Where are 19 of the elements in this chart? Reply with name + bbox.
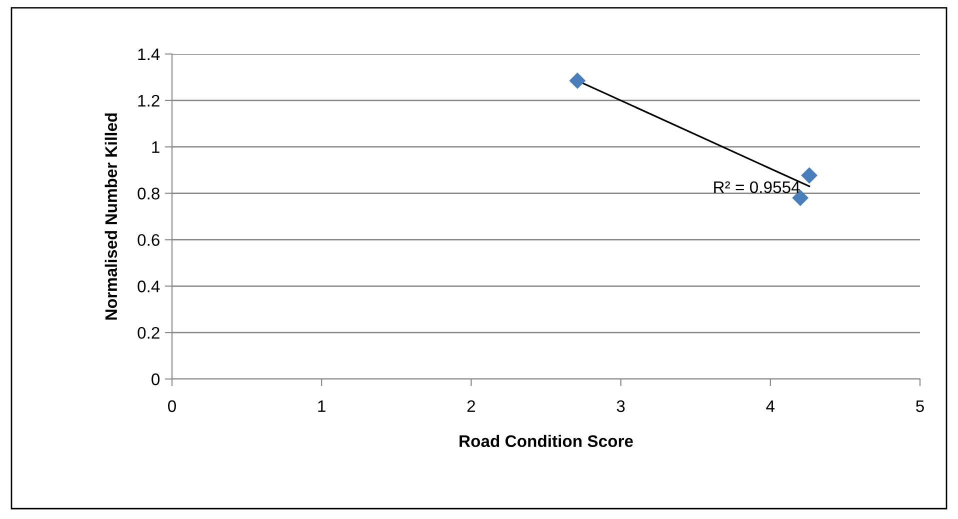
annotation: R² = 0.9554 <box>714 181 800 194</box>
x-tick-label: 4 <box>766 400 775 412</box>
y-tick-label: 1 <box>152 141 160 153</box>
y-axis-title: Normalised Number Killed <box>104 113 118 320</box>
point <box>569 72 586 89</box>
x-tick-label: 0 <box>168 400 176 412</box>
x-axis-title: Road Condition Score <box>460 434 633 448</box>
x-tick-label: 5 <box>916 400 924 412</box>
y-tick-label: 0 <box>152 373 160 386</box>
x-tick-label: 3 <box>616 400 625 412</box>
y-tick-label: 0.6 <box>138 234 160 246</box>
y-tick-label: 1.2 <box>138 94 160 106</box>
y-tick-label: 0.2 <box>138 326 160 339</box>
y-tick-label: 0.8 <box>138 188 160 200</box>
y-tick-label: 0.4 <box>138 280 160 292</box>
x-tick-label: 1 <box>318 400 326 412</box>
point <box>801 167 818 184</box>
y-tick-label: 1.4 <box>138 48 160 60</box>
x-tick-label: 2 <box>467 400 475 412</box>
